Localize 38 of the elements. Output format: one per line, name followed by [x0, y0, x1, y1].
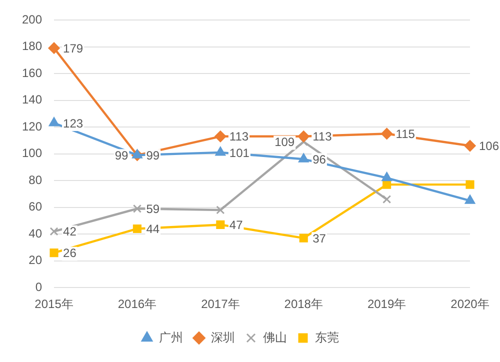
data-label: 106 — [479, 139, 500, 154]
data-label: 113 — [312, 130, 332, 144]
y-tick-label: 20 — [28, 253, 42, 268]
data-label: 96 — [312, 152, 326, 166]
y-tick-label: 0 — [35, 280, 42, 294]
data-label: 99 — [146, 148, 160, 162]
x-tick-label: 2017年 — [201, 297, 240, 312]
data-label: 109 — [274, 135, 295, 150]
data-label: 37 — [312, 231, 326, 246]
y-tick-label: 100 — [22, 146, 42, 160]
data-label: 115 — [396, 127, 416, 142]
y-tick-label: 120 — [22, 119, 42, 134]
legend-label: 深圳 — [211, 330, 235, 344]
y-tick-label: 40 — [28, 226, 42, 240]
legend-label: 广州 — [159, 330, 183, 344]
legend-label: 东莞 — [315, 330, 339, 344]
y-tick-label: 160 — [22, 66, 42, 80]
data-label: 99 — [114, 148, 129, 162]
x-tick-label: 2019年 — [367, 297, 406, 312]
y-tick-label: 180 — [22, 39, 42, 54]
data-label: 101 — [229, 146, 250, 160]
y-tick-label: 200 — [22, 12, 42, 26]
data-label: 59 — [146, 202, 160, 216]
data-label: 179 — [63, 41, 84, 56]
x-tick-label: 2018年 — [284, 297, 323, 312]
y-tick-label: 80 — [28, 172, 42, 187]
x-tick-label: 2015年 — [34, 297, 74, 312]
y-tick-label: 140 — [22, 92, 42, 107]
x-tick-label: 2020年 — [450, 297, 490, 312]
x-tick-label: 2016年 — [118, 297, 157, 312]
legend-label: 佛山 — [263, 330, 287, 344]
data-label: 47 — [229, 218, 244, 232]
data-label: 42 — [63, 224, 77, 239]
data-label: 44 — [146, 222, 160, 236]
data-label: 123 — [63, 116, 84, 130]
data-label: 113 — [229, 130, 249, 144]
data-label: 26 — [63, 246, 77, 260]
y-tick-label: 60 — [28, 200, 42, 214]
